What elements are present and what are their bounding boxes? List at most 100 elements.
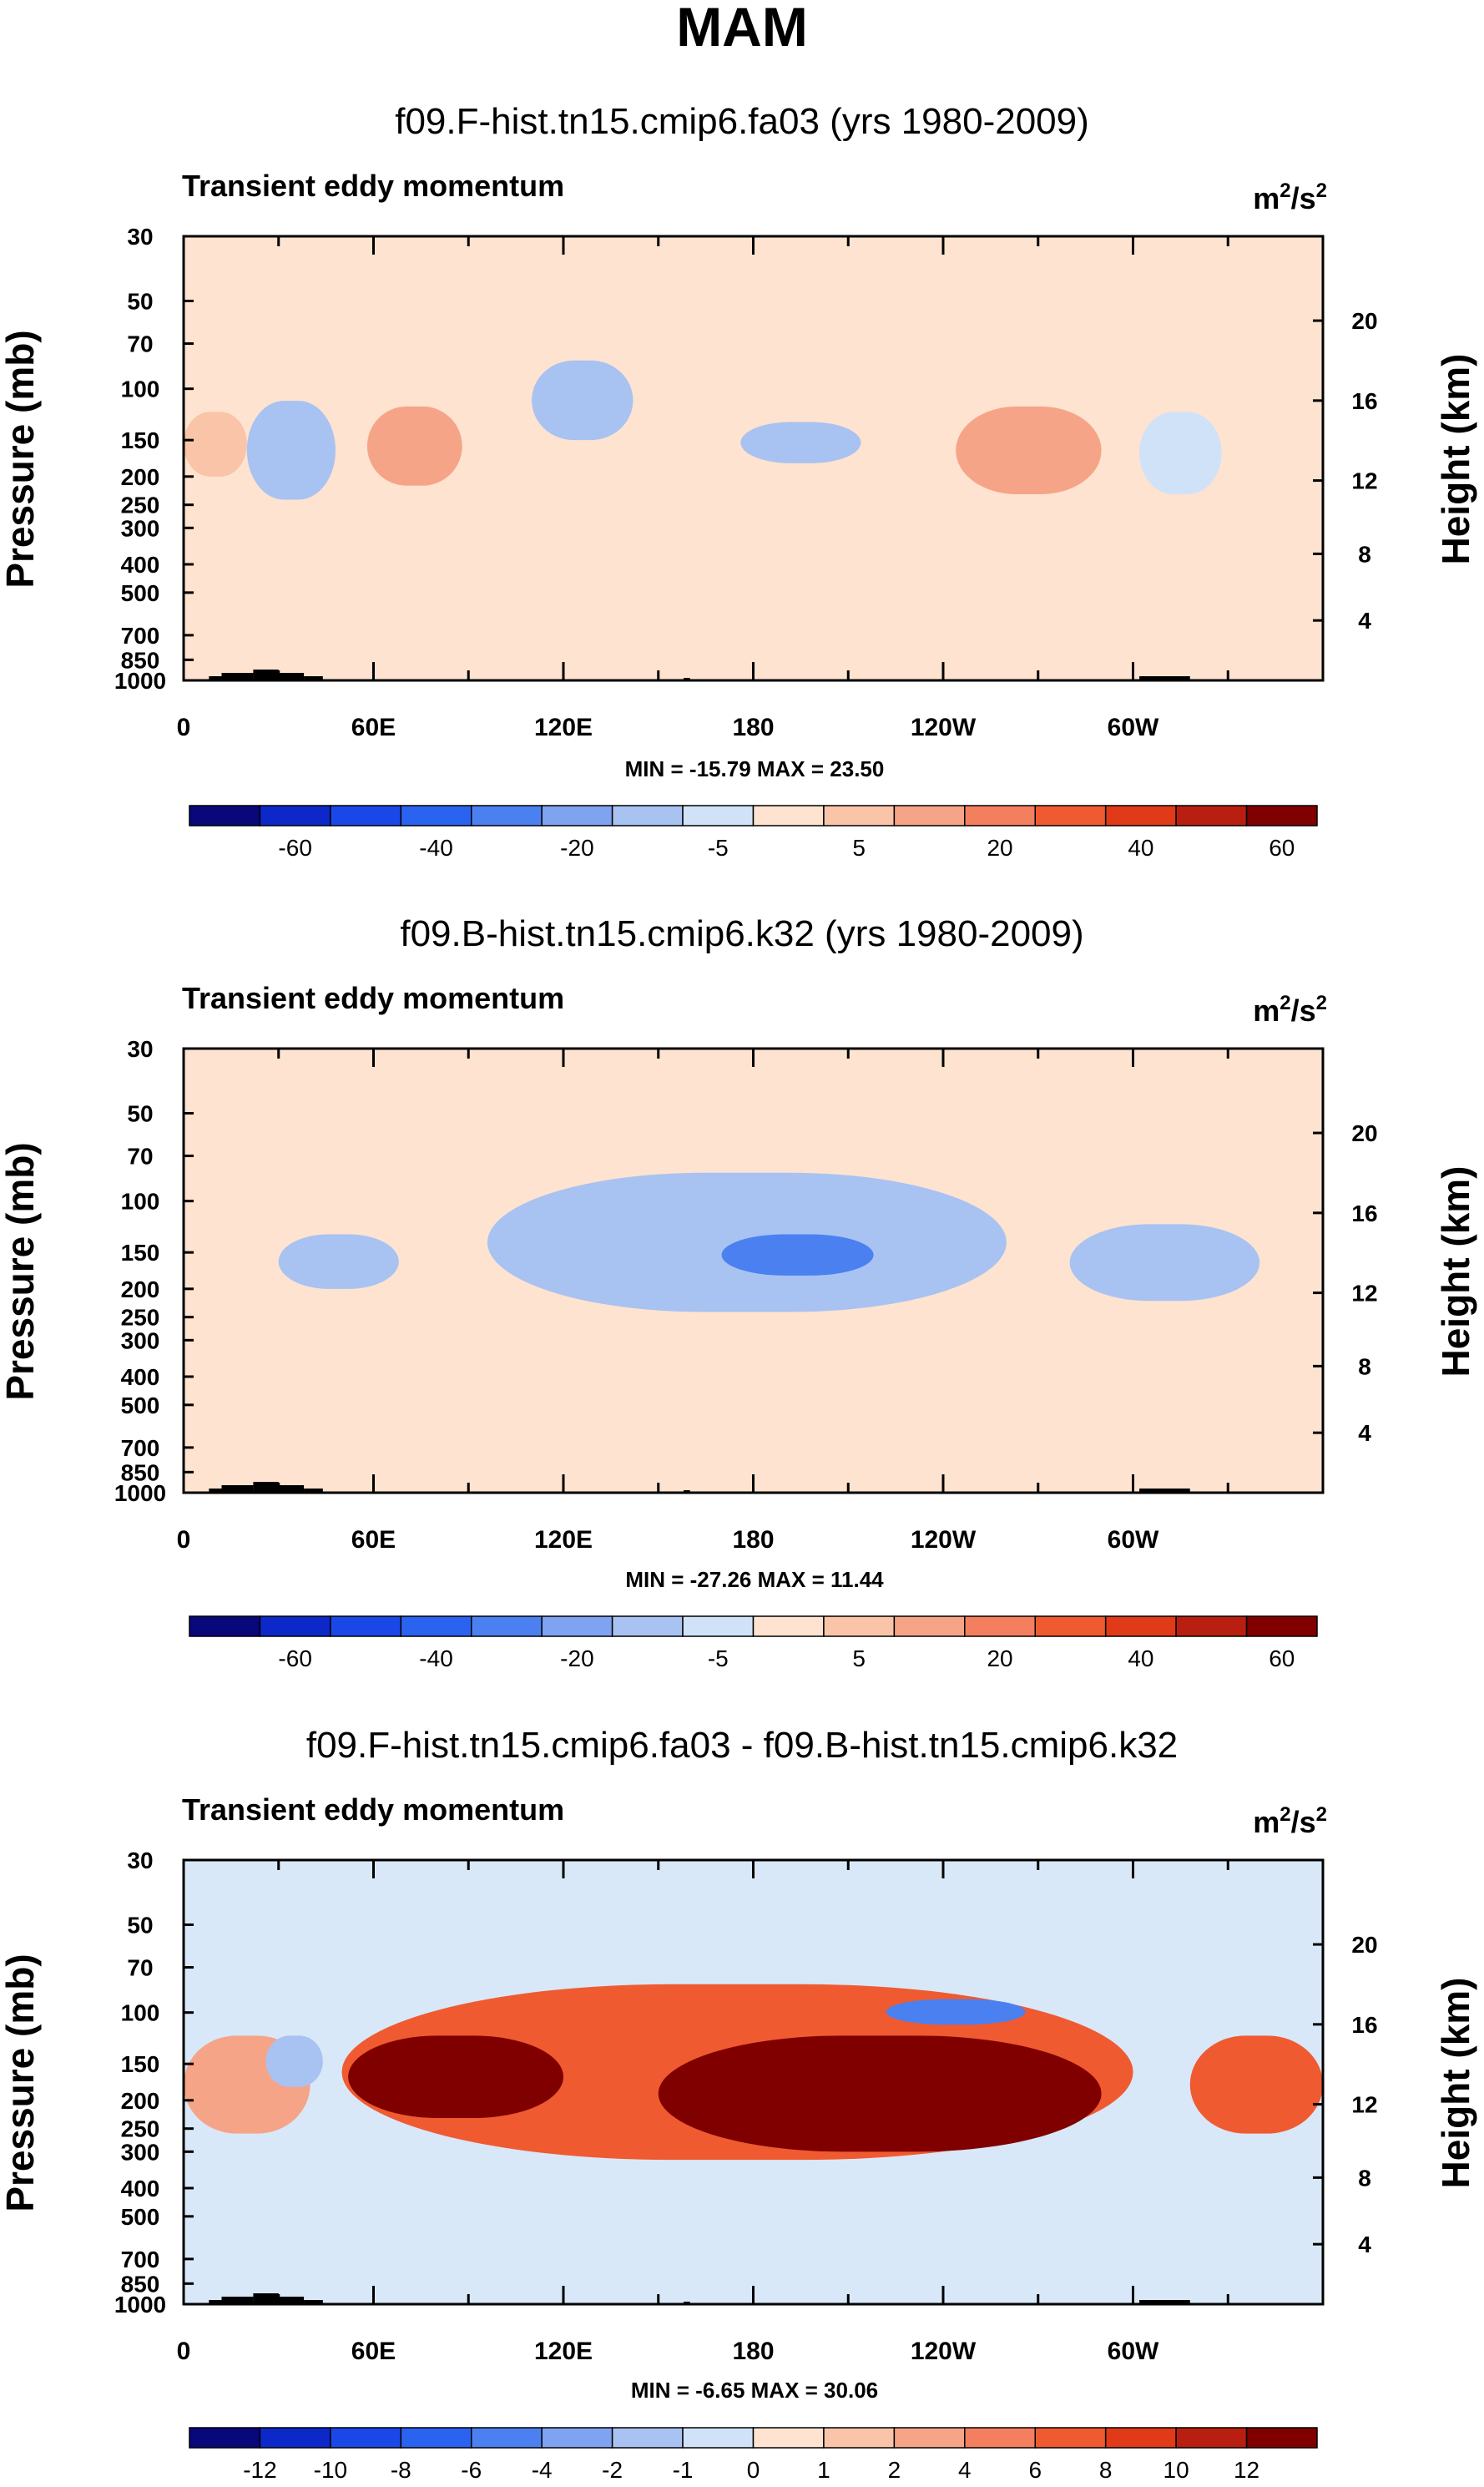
- colorbar-swatch: [823, 2427, 896, 2449]
- colorbar-swatch: [330, 1615, 402, 1637]
- x-tick-label: 180: [732, 714, 774, 741]
- colorbar-swatch: [259, 1615, 331, 1637]
- y-axis-label: Pressure (mb): [0, 1142, 42, 1400]
- y-tick-label: 70: [127, 1144, 153, 1170]
- colorbar-swatch: [682, 1615, 755, 1637]
- contour-region: [956, 406, 1102, 495]
- colorbar-swatch: [541, 2427, 613, 2449]
- panel-subtitle: Transient eddy momentum: [182, 981, 564, 1015]
- colorbar-label: -1: [673, 2457, 694, 2483]
- x-tick-label: 120E: [534, 2338, 593, 2365]
- y-tick-label: 400: [121, 1364, 160, 1390]
- colorbar-swatch: [964, 805, 1036, 826]
- colorbar-label: -60: [278, 835, 311, 861]
- contour-region: [1139, 412, 1222, 495]
- y-right-tick-label: 12: [1351, 2092, 1377, 2118]
- y-tick-label: 850: [121, 647, 160, 673]
- terrain-block: [278, 673, 305, 680]
- colorbar-swatch: [400, 2427, 472, 2449]
- terrain-block: [304, 1489, 323, 1493]
- colorbar-swatch: [471, 805, 543, 826]
- terrain-block: [304, 2300, 323, 2304]
- terrain: [209, 1482, 1190, 1493]
- stats-label: MIN = -27.26 MAX = 11.44: [625, 1567, 884, 1592]
- contour-region: [1189, 2035, 1323, 2134]
- colorbar-swatch: [189, 805, 261, 826]
- y-tick-label: 150: [121, 2051, 160, 2077]
- terrain: [209, 2293, 1190, 2304]
- y-axis-right-label: Height (km): [1434, 354, 1477, 565]
- y-tick-label: 250: [121, 493, 160, 518]
- contour-region: [184, 412, 247, 477]
- y-tick-label: 250: [121, 2116, 160, 2142]
- colorbar-swatch: [1245, 805, 1318, 826]
- stats-label: MIN = -6.65 MAX = 30.06: [631, 2378, 878, 2403]
- panel-title: f09.F-hist.tn15.cmip6.fa03 (yrs 1980-200…: [395, 101, 1089, 142]
- colorbar-swatch: [611, 1615, 684, 1637]
- y-tick-label: 30: [127, 1036, 153, 1062]
- colorbar-swatch: [1034, 1615, 1107, 1637]
- y-tick-label: 150: [121, 427, 160, 453]
- x-tick-label: 0: [177, 714, 191, 741]
- colorbar-swatch: [541, 805, 613, 826]
- colorbar-label: 20: [987, 1645, 1012, 1671]
- units-label: m2/s2: [1253, 179, 1327, 215]
- x-tick-label: 0: [177, 2338, 191, 2365]
- y-tick-label: 200: [121, 1276, 160, 1302]
- colorbar-label: -8: [391, 2457, 411, 2483]
- y-right-tick-label: 16: [1351, 2012, 1377, 2038]
- colorbar-label: 6: [1028, 2457, 1042, 2483]
- colorbar-swatch: [400, 1615, 472, 1637]
- colorbar-swatch: [330, 2427, 402, 2449]
- y-tick-label: 850: [121, 1459, 160, 1485]
- terrain-block: [1139, 676, 1190, 680]
- panel-subtitle: Transient eddy momentum: [182, 169, 564, 203]
- colorbar-label: 8: [1099, 2457, 1113, 2483]
- colorbar-label: 40: [1128, 1645, 1153, 1671]
- terrain-block: [253, 1482, 279, 1493]
- colorbar-label: -12: [243, 2457, 276, 2483]
- y-right-tick-label: 20: [1351, 1932, 1377, 1958]
- colorbar-swatch: [259, 805, 331, 826]
- x-tick-label: 60W: [1108, 1526, 1159, 1554]
- y-tick-label: 200: [121, 2088, 160, 2114]
- colorbar-swatch: [1104, 1615, 1177, 1637]
- y-tick-label: 500: [121, 580, 160, 606]
- colorbar-swatch: [1104, 805, 1177, 826]
- units-label: m2/s2: [1253, 1803, 1327, 1839]
- colorbar-label: -2: [602, 2457, 623, 2483]
- terrain-block: [253, 670, 279, 680]
- y-axis-right-label: Height (km): [1434, 1166, 1477, 1377]
- colorbar: -60 -40 -20 -5 5 20 40 60: [189, 805, 1318, 861]
- contour-region: [348, 2035, 563, 2119]
- panel-subtitle: Transient eddy momentum: [182, 1792, 564, 1827]
- panel-title: f09.B-hist.tn15.cmip6.k32 (yrs 1980-2009…: [400, 913, 1083, 954]
- y-right-tick-label: 20: [1351, 308, 1377, 334]
- x-tick-label: 180: [732, 1526, 774, 1554]
- colorbar-label: -20: [560, 835, 593, 861]
- terrain-block: [1139, 1489, 1190, 1493]
- colorbar-label: -60: [278, 1645, 311, 1671]
- contour-region: [740, 422, 861, 463]
- colorbar-label: 10: [1163, 2457, 1189, 2483]
- colorbar-swatch: [823, 1615, 896, 1637]
- x-tick-label: 0: [177, 1526, 191, 1554]
- y-tick-label: 50: [127, 289, 153, 315]
- plot-area: 3050701001502002503004005007008501000201…: [114, 1848, 1378, 2365]
- colorbar-swatch: [189, 2427, 261, 2449]
- x-tick-label: 120W: [911, 714, 977, 741]
- colorbar-swatch: [893, 805, 966, 826]
- contour-region: [246, 401, 336, 500]
- plot-area: 3050701001502002503004005007008501000201…: [114, 224, 1378, 741]
- colorbar-swatch: [1175, 2427, 1248, 2449]
- y-right-tick-label: 8: [1358, 541, 1371, 567]
- terrain-block: [278, 2297, 305, 2304]
- colorbar-label: 5: [852, 1645, 866, 1671]
- colorbar-swatch: [1245, 1615, 1318, 1637]
- x-tick-label: 120W: [911, 2338, 977, 2365]
- y-tick-label: 1000: [114, 2292, 166, 2318]
- panel-1: f09.F-hist.tn15.cmip6.fa03 (yrs 1980-200…: [0, 101, 1477, 861]
- colorbar-swatch: [752, 805, 825, 826]
- x-tick-label: 60W: [1108, 2338, 1159, 2365]
